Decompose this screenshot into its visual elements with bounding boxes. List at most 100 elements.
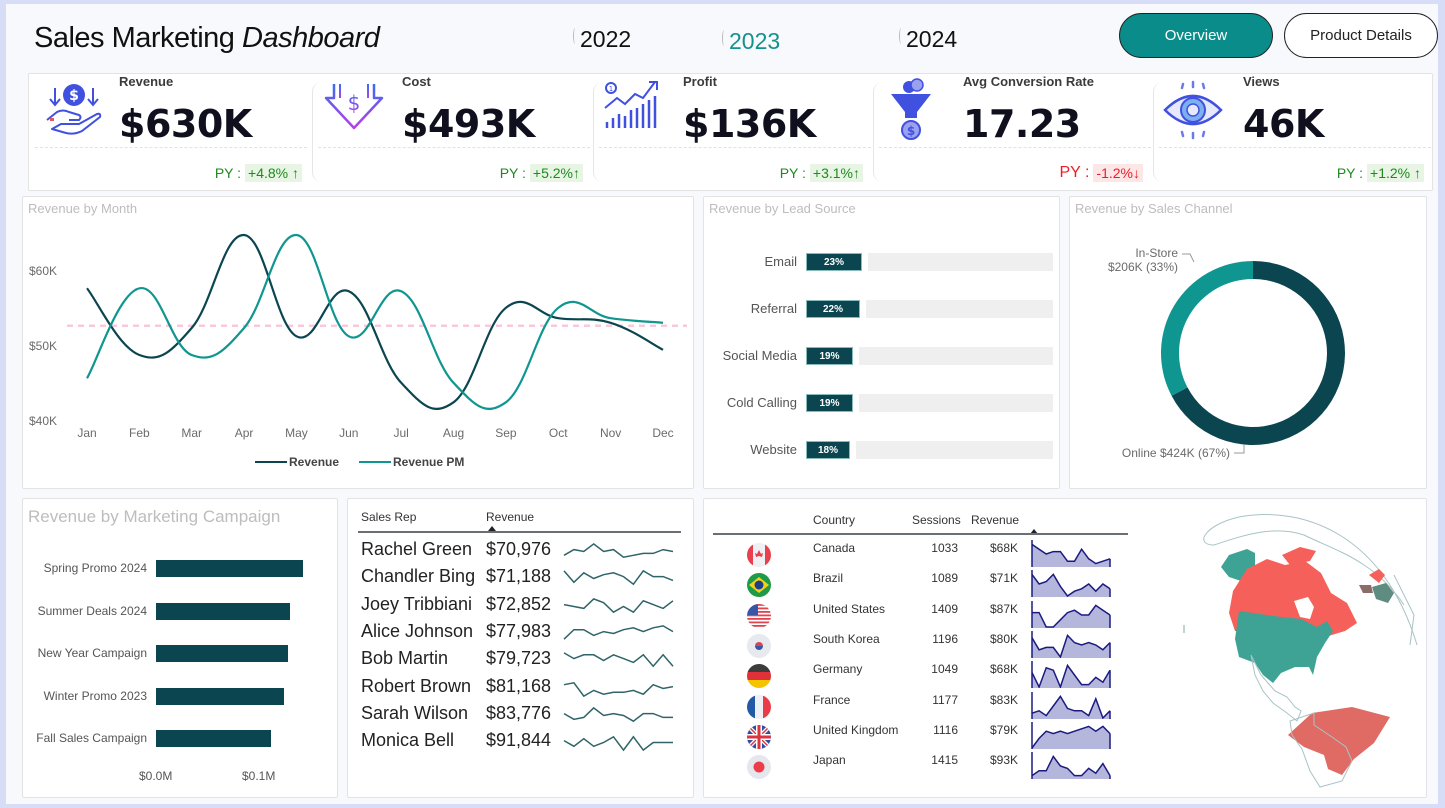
brazil-region[interactable] bbox=[1288, 707, 1390, 775]
lead-source-row[interactable]: Email 23% bbox=[704, 253, 1059, 273]
data-point[interactable] bbox=[607, 314, 615, 322]
revenue-by-lead-source-chart[interactable]: Revenue by Lead Source Email 23% Referral 2… bbox=[703, 196, 1060, 489]
data-point[interactable] bbox=[345, 287, 353, 295]
overview-button[interactable]: Overview bbox=[1119, 13, 1273, 58]
canada-flag-icon bbox=[747, 543, 771, 567]
data-point[interactable] bbox=[240, 324, 248, 332]
lead-source-track bbox=[856, 441, 1053, 459]
europe-region-green[interactable] bbox=[1372, 583, 1394, 603]
svg-text:$: $ bbox=[69, 88, 79, 104]
column-header-revenue[interactable]: Revenue bbox=[971, 513, 1020, 527]
year-filter-2022[interactable]: 2022 bbox=[572, 26, 632, 52]
data-point[interactable] bbox=[554, 314, 562, 322]
revenue-by-month-chart[interactable]: Revenue by Month $40K $50K $60K Jan Feb Mar Ap… bbox=[22, 196, 694, 489]
data-point[interactable] bbox=[502, 304, 510, 312]
campaign-bar[interactable] bbox=[156, 687, 284, 705]
year-filter-2024[interactable]: 2024 bbox=[898, 26, 958, 52]
data-point[interactable] bbox=[554, 304, 562, 312]
campaign-bar[interactable] bbox=[156, 730, 271, 747]
campaign-bar[interactable] bbox=[156, 645, 288, 662]
kpi-card-border bbox=[873, 82, 1143, 182]
hudson-bay bbox=[1294, 597, 1314, 619]
sort-ascending-icon[interactable] bbox=[488, 526, 496, 531]
data-point[interactable] bbox=[450, 398, 458, 406]
title-italic: Dashboard bbox=[242, 22, 380, 54]
data-point[interactable] bbox=[135, 351, 143, 359]
country-sparkline bbox=[1031, 691, 1111, 724]
lead-source-bar[interactable]: 19% bbox=[806, 347, 853, 365]
data-point[interactable] bbox=[83, 284, 91, 292]
sales-rep-sparkline bbox=[563, 731, 674, 758]
py-change-badge: -1.2%↓ bbox=[1093, 164, 1143, 182]
usa-region[interactable] bbox=[1235, 611, 1333, 683]
product-details-button[interactable]: Product Details bbox=[1284, 13, 1438, 58]
x-axis-tick: Mar bbox=[181, 426, 202, 440]
y-axis-tick: $60K bbox=[29, 264, 57, 278]
data-point[interactable] bbox=[83, 374, 91, 382]
sparkline-area bbox=[1032, 574, 1110, 598]
country-sparkline bbox=[1031, 570, 1111, 602]
down-arrow-dollar-icon: $ bbox=[324, 84, 384, 130]
data-point[interactable] bbox=[397, 287, 405, 295]
legend-label[interactable]: Revenue PM bbox=[393, 455, 464, 469]
column-header-country[interactable]: Country bbox=[813, 513, 856, 527]
kpi-py-change: PY : +1.2% ↑ bbox=[1337, 164, 1424, 182]
sales-rep-revenue: $79,723 bbox=[486, 648, 552, 669]
lead-source-row[interactable]: Referral 22% bbox=[704, 300, 1059, 320]
lead-source-row[interactable]: Website 18% bbox=[704, 441, 1059, 461]
data-point[interactable] bbox=[502, 398, 510, 406]
data-point[interactable] bbox=[659, 319, 667, 327]
kpi-card-border bbox=[312, 82, 582, 182]
column-header-sessions[interactable]: Sessions bbox=[912, 513, 961, 527]
data-point[interactable] bbox=[188, 351, 196, 359]
lead-source-bar[interactable]: 23% bbox=[806, 253, 862, 271]
data-point[interactable] bbox=[450, 379, 458, 387]
lead-source-label: Social Media bbox=[722, 348, 797, 363]
europe-region-brown[interactable] bbox=[1359, 585, 1373, 593]
revenue-pm-series-line[interactable] bbox=[86, 233, 664, 410]
py-label: PY : bbox=[214, 165, 242, 181]
eye-icon bbox=[1163, 80, 1223, 140]
usa-flag-icon bbox=[747, 603, 771, 628]
world-map[interactable] bbox=[1134, 505, 1424, 795]
country-revenue: $87K bbox=[989, 601, 1018, 616]
lead-source-row[interactable]: Cold Calling 19% bbox=[704, 394, 1059, 414]
sales-rep-revenue: $77,983 bbox=[486, 620, 552, 641]
data-point[interactable] bbox=[397, 379, 405, 387]
revenue-by-marketing-campaign-chart[interactable]: Revenue by Marketing Campaign Spring Pro… bbox=[22, 498, 338, 798]
y-axis-tick: $50K bbox=[29, 339, 57, 353]
kpi-label: Profit bbox=[683, 74, 717, 89]
data-point[interactable] bbox=[659, 346, 667, 354]
kpi-value: 46K bbox=[1243, 102, 1324, 146]
column-header-revenue[interactable]: Revenue bbox=[486, 510, 535, 524]
legend-label[interactable]: Revenue bbox=[289, 455, 339, 469]
py-change-badge: +4.8% ↑ bbox=[245, 164, 302, 182]
revenue-series-line[interactable] bbox=[86, 233, 664, 410]
data-point[interactable] bbox=[345, 332, 353, 340]
x-axis-tick: Dec bbox=[652, 426, 673, 440]
lead-source-bar[interactable]: 19% bbox=[806, 394, 853, 412]
data-point[interactable] bbox=[240, 231, 248, 239]
year-filter-2023[interactable]: 2023 bbox=[721, 28, 781, 54]
europe-region-red[interactable] bbox=[1369, 569, 1385, 583]
data-point[interactable] bbox=[292, 231, 300, 239]
column-header-sales-rep[interactable]: Sales Rep bbox=[361, 510, 417, 524]
lead-source-bar[interactable]: 22% bbox=[806, 300, 860, 318]
data-point[interactable] bbox=[135, 284, 143, 292]
sparkline-line bbox=[563, 652, 674, 668]
revenue-by-sales-channel-chart[interactable]: Revenue by Sales Channel In-Store $206K (… bbox=[1069, 196, 1427, 489]
data-point[interactable] bbox=[188, 324, 196, 332]
country-sparkline bbox=[1031, 540, 1111, 572]
campaign-bar[interactable] bbox=[156, 602, 290, 620]
campaign-bar[interactable] bbox=[156, 560, 303, 577]
lead-source-bar[interactable]: 18% bbox=[806, 441, 850, 459]
germany-flag-icon bbox=[747, 664, 771, 689]
lead-source-row[interactable]: Social Media 19% bbox=[704, 347, 1059, 367]
sales-rep-name: Sarah Wilson bbox=[361, 702, 469, 723]
country-name: Japan bbox=[813, 753, 846, 768]
country-sparkline bbox=[1031, 630, 1111, 663]
canada-arctic-islands[interactable] bbox=[1282, 547, 1316, 565]
sort-ascending-icon[interactable] bbox=[1030, 529, 1038, 534]
data-point[interactable] bbox=[292, 332, 300, 340]
donut-slice-in-store[interactable] bbox=[1161, 261, 1253, 396]
